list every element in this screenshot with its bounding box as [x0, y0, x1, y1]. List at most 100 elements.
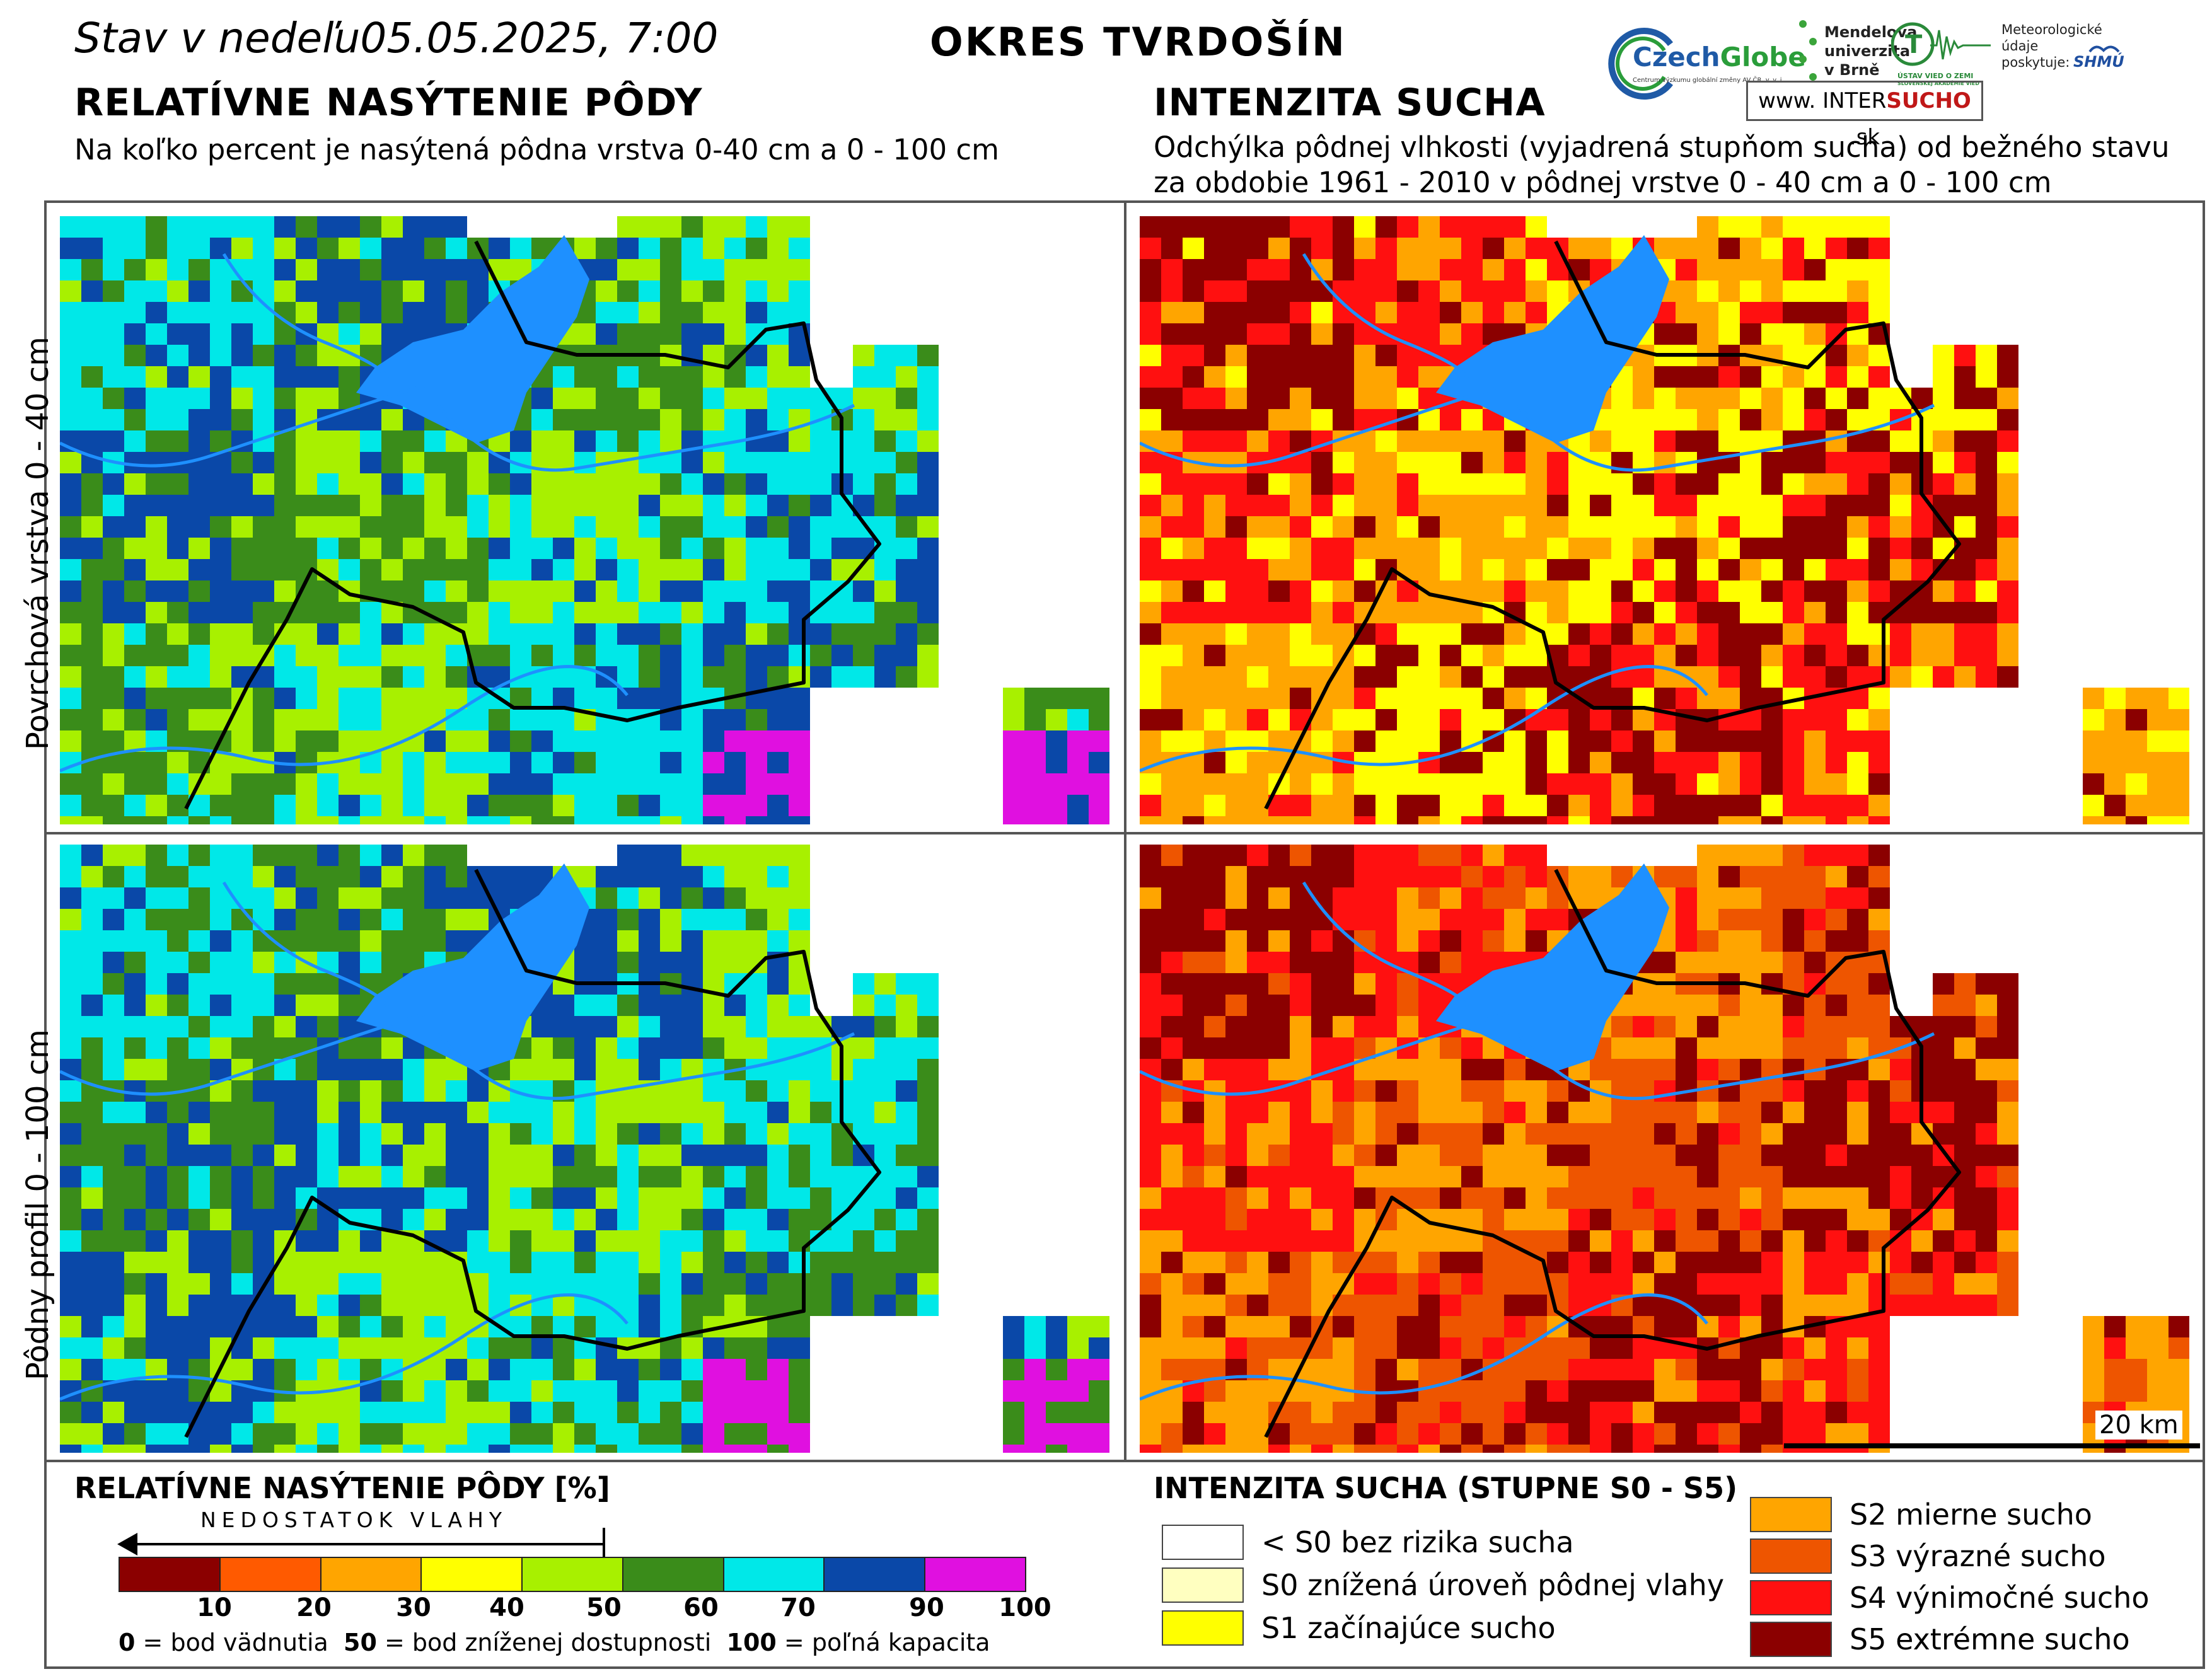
drought-legend-col2: S2 mierne sucho S3 výrazné sucho S4 výni…: [1750, 1495, 2191, 1659]
legend-label: S0 znížená úroveň pôdnej vlahy: [1261, 1568, 1725, 1602]
drought-legend-item: S1 začínajúce sucho: [1162, 1608, 1792, 1648]
intersucho-logo[interactable]: www. INTERSUCHO .sk: [1746, 81, 1983, 150]
colorbar-tick: 100: [999, 1593, 1051, 1622]
colorbar-tick: 50: [586, 1593, 622, 1622]
vertical-divider: [1124, 200, 1126, 1462]
saturation-legend-title: RELATÍVNE NASÝTENIE PÔDY [%]: [74, 1471, 610, 1505]
legend-swatch: [1162, 1525, 1244, 1560]
svg-text:T: T: [1905, 30, 1923, 59]
row-label-top: Povrchová vrstva 0 - 40 cm: [20, 337, 55, 750]
scale-bar: [1784, 1443, 2200, 1448]
colorbar-tick: 30: [396, 1593, 431, 1622]
intersucho-text-a: www. INTER: [1758, 88, 1887, 113]
logos-block: CzechGlobe Centrum výzkumu globální změn…: [1607, 11, 2162, 150]
caption-100: 100: [726, 1629, 777, 1656]
right-section-subtitle-1: Odchýlka pôdnej vlhkosti (vyjadrená stup…: [1154, 130, 2170, 164]
legend-label: S1 začínajúce sucho: [1261, 1611, 1556, 1645]
colorbar-segment: [724, 1558, 825, 1591]
colorbar-tick: 40: [489, 1593, 524, 1622]
drought-legend-item: S5 extrémne sucho: [1750, 1620, 2191, 1659]
map-overlay: [1140, 235, 1961, 810]
drought-legend-item: < S0 bez rizika sucha: [1162, 1523, 1792, 1562]
arrow-line: [126, 1543, 605, 1545]
row-label-bottom: Pôdny profil 0 - 100 cm: [20, 1029, 55, 1380]
legend-swatch: [1750, 1538, 1832, 1574]
intersucho-text-b: SUCHO: [1886, 88, 1971, 113]
left-section-title: RELATÍVNE NASÝTENIE PÔDY: [74, 81, 703, 125]
legend-swatch: [1750, 1497, 1832, 1532]
uvz-subtext: SLOVENSKEJ AKADÉMIE VIED: [1897, 81, 1979, 86]
mendelu-dots-icon: [1799, 20, 1817, 81]
colorbar-tick: 70: [780, 1593, 816, 1622]
map-overlay: [1140, 863, 1961, 1438]
state-label: Stav v nedeľu: [74, 14, 361, 62]
colorbar-tick: 90: [909, 1593, 944, 1622]
colorbar-segment: [623, 1558, 724, 1591]
czechglobe-subtext: Centrum výzkumu globální změny AV ČR, v.…: [1633, 77, 1784, 84]
caption-0: 0: [119, 1629, 136, 1656]
colorbar-segment: [825, 1558, 926, 1591]
colorbar-tick: 10: [197, 1593, 232, 1622]
colorbar-tick: 60: [683, 1593, 719, 1622]
colorbar-segment: [120, 1558, 221, 1591]
map-overlay: [60, 235, 881, 810]
drought-legend-col1: < S0 bez rizika sucha S0 znížená úroveň …: [1162, 1523, 1792, 1648]
saturation-colorbar: [119, 1557, 1026, 1592]
arrow-label: NEDOSTATOK VLAHY: [200, 1508, 508, 1532]
colorbar-segment: [220, 1558, 321, 1591]
legend-swatch: [1750, 1622, 1832, 1657]
mendelu-text: Mendelova univerzita v Brně: [1824, 23, 1918, 79]
colorbar-segment: [925, 1558, 1026, 1591]
colorbar-segment: [321, 1558, 422, 1591]
map-saturation-topsoil[interactable]: [60, 216, 1109, 824]
shmu-text: SHMÚ: [2073, 53, 2124, 71]
czechglobe-logo[interactable]: CzechGlobe Centrum výzkumu globální změn…: [1607, 16, 1806, 105]
colorbar-segment: [422, 1558, 523, 1591]
shmu-logo[interactable]: SHMÚ: [2071, 43, 2140, 74]
map-drought-topsoil[interactable]: [1140, 216, 2189, 824]
drought-legend-item: S4 výnimočné sucho: [1750, 1578, 2191, 1617]
seismograph-icon: T: [1891, 22, 1991, 66]
header-state: Stav v nedeľu05.05.2025, 7:00: [74, 14, 718, 62]
caption-50: 50: [344, 1629, 377, 1656]
drought-legend-item: S2 mierne sucho: [1750, 1495, 2191, 1534]
intersucho-text-c: .sk: [1849, 125, 1880, 150]
czechglobe-text-b: Globe: [1720, 42, 1806, 72]
colorbar-segment: [523, 1558, 623, 1591]
right-section-title: INTENZITA SUCHA: [1154, 81, 1546, 125]
district-title: OKRES TVRDOŠÍN: [930, 19, 1346, 65]
saturation-caption: 0 = bod vädnutia 50 = bod zníženej dostu…: [119, 1629, 990, 1656]
uvz-text: ÚSTAV VIED O ZEMI: [1897, 72, 1974, 80]
shmu-bird-icon: [2088, 45, 2120, 53]
colorbar-tick: 20: [296, 1593, 332, 1622]
czechglobe-ring-icon: [1608, 28, 1674, 100]
horizontal-divider-middle: [44, 832, 2205, 834]
legend-label: S2 mierne sucho: [1850, 1498, 2092, 1532]
map-overlay: [60, 863, 881, 1438]
state-datetime: 05.05.2025, 7:00: [360, 14, 719, 62]
legend-label: S3 výrazné sucho: [1850, 1539, 2106, 1573]
legend-label: < S0 bez rizika sucha: [1261, 1525, 1574, 1559]
drought-legend-title: INTENZITA SUCHA (STUPNE S0 - S5): [1154, 1471, 1738, 1505]
czechglobe-text-a: Czech: [1633, 42, 1720, 72]
caption-100-text: = poľná kapacita: [776, 1629, 990, 1656]
mendelu-logo[interactable]: Mendelova univerzita v Brně: [1797, 16, 1918, 105]
left-section-subtitle: Na koľko percent je nasýtená pôdna vrstv…: [74, 133, 999, 166]
drought-legend-item: S3 výrazné sucho: [1750, 1537, 2191, 1576]
map-saturation-profile[interactable]: [60, 845, 1109, 1453]
met-provider-text: Meteorologické údaje poskytuje:: [2001, 22, 2102, 70]
arrow-end-marker: [603, 1528, 605, 1557]
legend-swatch: [1162, 1567, 1244, 1603]
legend-label: S4 výnimočné sucho: [1850, 1581, 2150, 1615]
map-drought-profile[interactable]: [1140, 845, 2189, 1453]
uvz-logo[interactable]: T ÚSTAV VIED O ZEMI SLOVENSKEJ AKADÉMIE …: [1891, 18, 1992, 87]
caption-50-text: = bod zníženej dostupnosti: [376, 1629, 727, 1656]
caption-0-text: = bod vädnutia: [135, 1629, 344, 1656]
horizontal-divider-legend: [44, 1460, 2205, 1462]
drought-legend-item: S0 znížená úroveň pôdnej vlahy: [1162, 1566, 1792, 1605]
scale-label: 20 km: [2095, 1411, 2182, 1440]
legend-label: S5 extrémne sucho: [1850, 1622, 2130, 1656]
legend-swatch: [1750, 1580, 1832, 1615]
legend-swatch: [1162, 1610, 1244, 1646]
right-section-subtitle-2: za obdobie 1961 - 2010 v pôdnej vrstve 0…: [1154, 166, 2052, 199]
